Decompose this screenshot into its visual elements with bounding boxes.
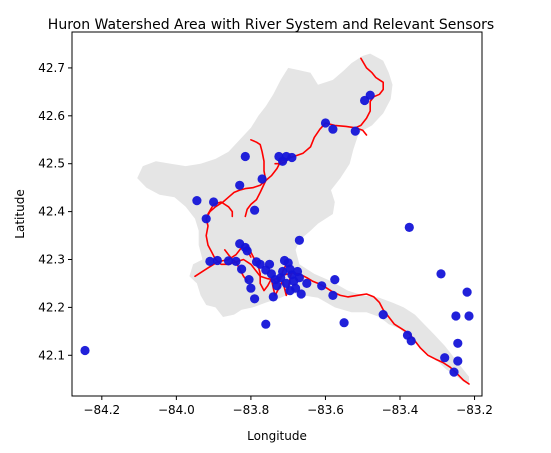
y-tick-label: 42.6 bbox=[38, 109, 65, 123]
sensor-point-21 bbox=[231, 256, 241, 266]
sensor-point-55 bbox=[328, 290, 338, 300]
sensor-point-64 bbox=[453, 338, 463, 348]
sensor-point-2 bbox=[201, 214, 211, 224]
sensor-point-65 bbox=[453, 356, 463, 366]
sensor-point-17 bbox=[404, 222, 414, 232]
sensor-point-24 bbox=[242, 246, 252, 256]
y-axis: 42.1 42.2 42.3 42.4 42.5 42.6 42.7 bbox=[38, 61, 72, 362]
x-tick-label: −83.2 bbox=[456, 403, 493, 417]
sensor-layer bbox=[80, 90, 474, 377]
x-tick-label: −84.0 bbox=[158, 403, 195, 417]
x-tick-label: −83.8 bbox=[233, 403, 270, 417]
sensor-point-66 bbox=[462, 287, 472, 297]
plot-area bbox=[80, 53, 474, 385]
sensor-point-48 bbox=[296, 289, 306, 299]
y-tick-label: 42.4 bbox=[38, 205, 65, 219]
sensor-point-51 bbox=[268, 292, 278, 302]
y-axis-label: Latitude bbox=[13, 189, 27, 238]
y-tick-label: 42.3 bbox=[38, 253, 65, 267]
sensor-point-30 bbox=[255, 259, 265, 269]
sensor-point-57 bbox=[378, 310, 388, 320]
sensor-point-18 bbox=[205, 256, 215, 266]
sensor-point-61 bbox=[440, 353, 450, 363]
watershed-area bbox=[137, 53, 469, 385]
plot-title: Huron Watershed Area with River System a… bbox=[48, 17, 494, 33]
y-tick-label: 42.2 bbox=[38, 300, 65, 314]
river-segment-2 bbox=[244, 179, 267, 218]
sensor-point-56 bbox=[339, 318, 349, 328]
sensor-point-35 bbox=[272, 281, 282, 291]
river-segment-7 bbox=[259, 273, 273, 292]
sensor-point-25 bbox=[237, 264, 247, 274]
sensor-point-4 bbox=[209, 197, 219, 207]
sensor-point-27 bbox=[246, 283, 256, 293]
sensor-point-3 bbox=[240, 151, 250, 162]
sensor-point-67 bbox=[464, 311, 474, 321]
sensor-point-49 bbox=[294, 235, 304, 245]
x-tick-label: −83.4 bbox=[382, 403, 419, 417]
watershed-layer bbox=[137, 53, 469, 385]
sensor-point-14 bbox=[350, 126, 360, 136]
sensor-point-12 bbox=[320, 118, 331, 128]
sensor-point-63 bbox=[451, 311, 461, 321]
sensor-point-54 bbox=[330, 275, 340, 285]
sensor-point-62 bbox=[449, 367, 459, 377]
sensor-point-20 bbox=[223, 256, 234, 266]
sensor-point-53 bbox=[317, 281, 327, 291]
sensor-point-16 bbox=[365, 90, 375, 100]
sensor-point-1 bbox=[192, 196, 202, 206]
sensor-point-52 bbox=[261, 319, 271, 329]
sensor-point-45 bbox=[281, 278, 291, 288]
sensor-point-32 bbox=[264, 259, 275, 269]
x-axis-label: Longitude bbox=[247, 429, 307, 443]
sensor-point-13 bbox=[328, 124, 338, 134]
y-tick-label: 42.7 bbox=[38, 61, 65, 75]
sensor-point-37 bbox=[278, 266, 288, 277]
sensor-point-47 bbox=[294, 273, 304, 283]
sensor-point-60 bbox=[436, 269, 446, 279]
sensor-point-50 bbox=[302, 278, 312, 288]
sensor-point-6 bbox=[250, 205, 260, 215]
y-tick-label: 42.5 bbox=[38, 157, 65, 171]
sensor-point-0 bbox=[80, 345, 90, 356]
sensor-point-59 bbox=[406, 336, 416, 346]
sensor-point-5 bbox=[235, 180, 245, 190]
sensor-point-26 bbox=[244, 275, 254, 285]
river-segment-1 bbox=[250, 139, 267, 182]
x-tick-label: −84.2 bbox=[83, 403, 120, 417]
x-axis: −84.2 −84.0 −83.8 −83.6 −83.4 −83.2 bbox=[83, 396, 493, 417]
sensor-point-11 bbox=[287, 152, 297, 163]
sensor-point-7 bbox=[257, 174, 267, 184]
sensor-point-28 bbox=[250, 294, 260, 304]
axes-frame bbox=[71, 31, 483, 397]
x-tick-label: −83.6 bbox=[307, 403, 344, 417]
sensor-point-44 bbox=[285, 286, 295, 296]
sensor-point-19 bbox=[212, 255, 222, 266]
y-tick-label: 42.1 bbox=[38, 348, 65, 362]
